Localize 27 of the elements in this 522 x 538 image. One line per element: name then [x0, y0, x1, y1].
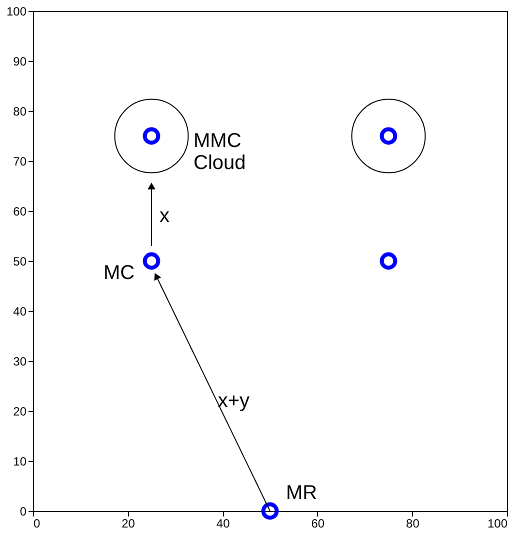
- point: [261, 502, 279, 520]
- y-tick-label: 40: [13, 304, 27, 318]
- x-tick-label: 0: [34, 516, 40, 530]
- y-tick-label: 20: [13, 404, 27, 418]
- annotation: MMC Cloud: [194, 130, 246, 174]
- y-tick-label: 10: [13, 454, 27, 468]
- point: [142, 252, 160, 270]
- y-tick-label: 90: [13, 54, 27, 68]
- point: [380, 252, 398, 270]
- x-tick-label: 40: [216, 516, 230, 530]
- annotation: x+y: [218, 390, 250, 412]
- annotation: x: [160, 205, 170, 227]
- x-tick-label: 60: [311, 516, 325, 530]
- x-tick-label: 100: [487, 516, 508, 530]
- x-tick-label: 20: [122, 516, 136, 530]
- point: [142, 127, 160, 145]
- annotation: MR: [286, 482, 318, 504]
- y-tick-label: 50: [13, 254, 27, 268]
- point: [380, 127, 398, 145]
- y-tick-label: 60: [13, 204, 27, 218]
- y-tick-label: 0: [20, 504, 27, 518]
- y-tick-label: 70: [13, 154, 27, 168]
- y-tick-label: 30: [13, 354, 27, 368]
- y-tick-label: 100: [6, 4, 27, 18]
- annotation: MC: [104, 262, 135, 284]
- x-tick-label: 80: [406, 516, 420, 530]
- y-tick-label: 80: [13, 104, 27, 118]
